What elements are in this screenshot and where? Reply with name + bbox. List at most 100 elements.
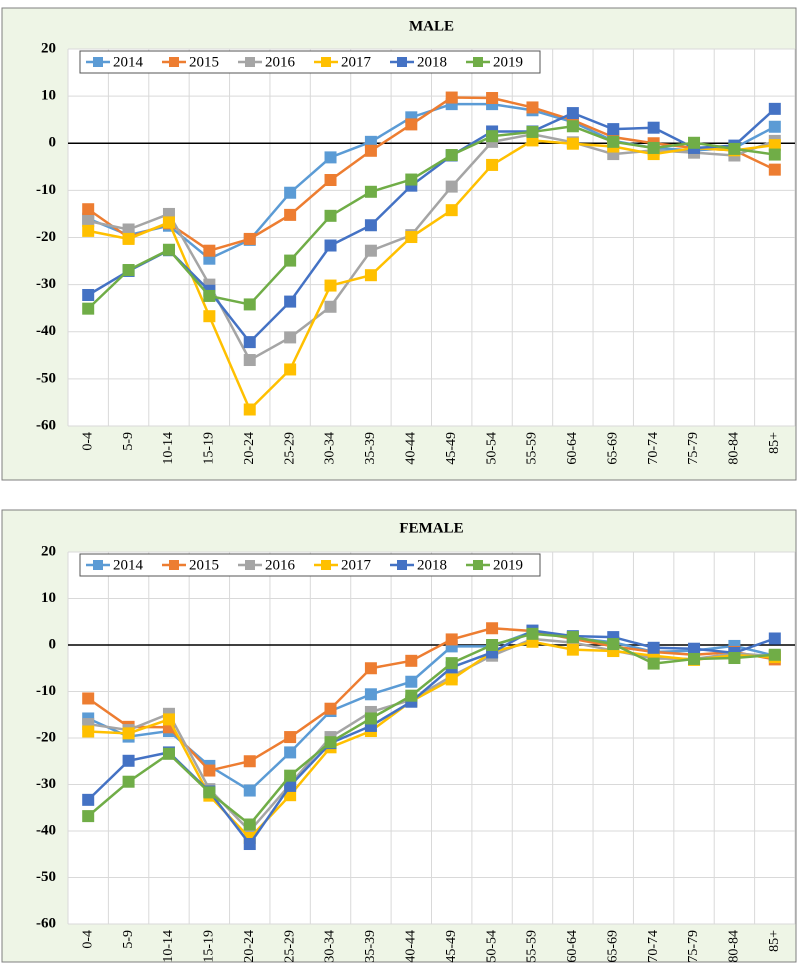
marker [324, 702, 337, 715]
marker [688, 652, 701, 665]
marker [203, 310, 216, 323]
x-tick-label: 25-29 [282, 930, 297, 963]
marker [284, 746, 297, 759]
y-tick-label: -60 [36, 417, 56, 433]
marker [566, 631, 579, 644]
marker [122, 775, 135, 788]
marker [566, 107, 579, 120]
marker [284, 731, 297, 744]
legend-marker [169, 560, 179, 570]
legend-marker [245, 560, 255, 570]
legend-label: 2016 [265, 54, 296, 70]
marker [122, 223, 135, 236]
legend-label: 2014 [113, 54, 144, 70]
marker [82, 793, 95, 806]
x-tick-label: 5-9 [121, 432, 136, 451]
legend-marker [473, 57, 483, 67]
legend-label: 2019 [493, 54, 523, 70]
y-tick-label: -40 [36, 822, 56, 838]
marker [82, 203, 95, 216]
marker [284, 363, 297, 376]
marker [82, 692, 95, 705]
marker [647, 121, 660, 134]
chart-title: FEMALE [399, 520, 463, 536]
x-tick-label: 65-69 [605, 930, 620, 963]
series-line [88, 640, 775, 840]
y-tick-label: -30 [36, 776, 56, 792]
marker [284, 769, 297, 782]
marker [768, 148, 781, 161]
x-tick-label: 50-54 [484, 432, 499, 465]
x-tick-label: 20-24 [242, 930, 257, 963]
series-line [87, 107, 776, 344]
marker [324, 151, 337, 164]
marker [405, 689, 418, 702]
x-tick-label: 35-39 [363, 930, 378, 963]
marker [284, 779, 297, 792]
x-tick-label: 0-4 [80, 930, 95, 949]
marker [728, 652, 741, 665]
x-tick-label: 75-79 [686, 432, 701, 465]
marker [243, 232, 256, 245]
marker [405, 173, 418, 186]
x-tick-label: 5-9 [121, 930, 136, 949]
marker [768, 139, 781, 152]
x-tick-label: 55-59 [525, 432, 540, 465]
marker [203, 252, 216, 265]
marker [122, 727, 135, 740]
marker [647, 641, 660, 654]
series-line [87, 125, 775, 310]
marker [364, 244, 377, 257]
x-tick-label: 15-19 [202, 930, 217, 963]
marker [243, 354, 256, 367]
marker [364, 269, 377, 282]
marker [445, 673, 458, 686]
marker [445, 180, 458, 193]
legend: 2014 2015 2016 2017 2018 2019 [79, 50, 541, 74]
marker [203, 764, 216, 777]
legend-box [79, 50, 541, 74]
x-tick-label: 80-84 [727, 930, 742, 963]
chart: MALE -60 -50 -40 -30 -20 -10 0 10 20 0-4 5-9 10-14 15… [1, 7, 797, 481]
marker [324, 209, 337, 222]
y-tick-label: -40 [36, 323, 56, 339]
x-tick-label: 40-44 [404, 432, 419, 465]
marker [768, 163, 781, 176]
legend-label: 2019 [493, 557, 523, 573]
marker [324, 174, 337, 187]
legend-label: 2015 [189, 54, 219, 70]
marker [243, 336, 256, 349]
marker [243, 755, 256, 768]
legend-marker [245, 57, 255, 67]
x-tick-label: 85+ [767, 432, 782, 454]
marker [203, 289, 216, 302]
marker [566, 137, 579, 150]
legend-marker [397, 57, 407, 67]
marker [203, 786, 216, 799]
legend-marker [93, 57, 103, 67]
x-tick-label: 15-19 [202, 432, 217, 465]
legend-marker [397, 560, 407, 570]
marker [162, 713, 175, 726]
marker [364, 144, 377, 157]
marker [364, 712, 377, 725]
y-tick-label: 0 [49, 135, 57, 151]
marker [324, 300, 337, 313]
y-tick-label: -10 [36, 683, 56, 699]
marker [364, 662, 377, 675]
marker [768, 648, 781, 661]
marker [607, 135, 620, 148]
x-tick-label: 80-84 [727, 432, 742, 465]
marker [486, 130, 499, 143]
marker [445, 204, 458, 217]
marker [768, 120, 781, 133]
legend-label: 2015 [189, 557, 219, 573]
legend: 2014 2015 2016 2017 2018 2019 [79, 553, 541, 577]
marker [768, 632, 781, 645]
marker [82, 224, 95, 237]
marker [688, 642, 701, 655]
legend-label: 2017 [341, 54, 372, 70]
marker [284, 331, 297, 344]
